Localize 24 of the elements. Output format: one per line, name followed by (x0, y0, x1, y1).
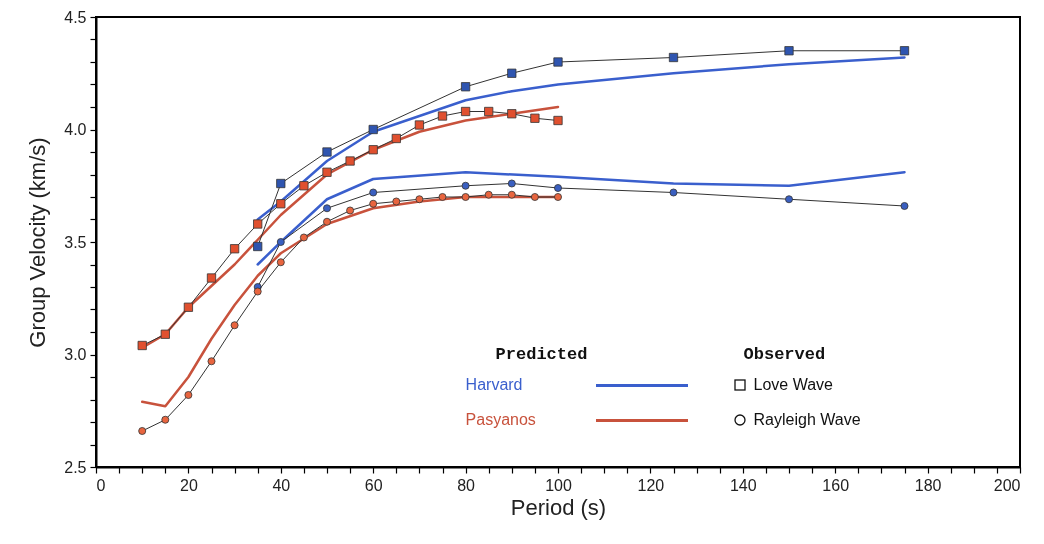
x-tick-label: 60 (364, 476, 383, 494)
x-tick-label: 140 (729, 476, 757, 494)
y-tick-label: 4.5 (64, 8, 87, 26)
annotation: Observed (743, 344, 826, 365)
x-tick-label: 160 (822, 476, 850, 494)
y-tick-label: 3.0 (64, 346, 87, 363)
x-axis-title: Period (s) (510, 494, 607, 520)
text: Pasyanos (465, 409, 536, 430)
x-tick-label: 20 (180, 476, 198, 494)
y-tick-label: 3.5 (64, 233, 87, 251)
y-tick-label: 4.0 (64, 121, 87, 138)
x-tick-label: 80 (457, 476, 476, 494)
annotation: Rayleigh Wave (753, 410, 861, 428)
y-tick-label: 2.5 (64, 458, 87, 476)
text: Harvard (465, 374, 523, 395)
x-tick-label: 100 (545, 476, 572, 494)
x-tick-label: 120 (637, 476, 665, 494)
annotation: Predicted (495, 344, 588, 365)
y-axis-title: Group Velocity (km/s) (25, 137, 51, 348)
x-tick-label: 0 (96, 476, 106, 494)
x-tick-label: 200 (993, 476, 1021, 494)
x-tick-label: 180 (914, 476, 942, 494)
x-tick-label: 40 (272, 476, 291, 494)
annotation: Love Wave (753, 375, 833, 393)
